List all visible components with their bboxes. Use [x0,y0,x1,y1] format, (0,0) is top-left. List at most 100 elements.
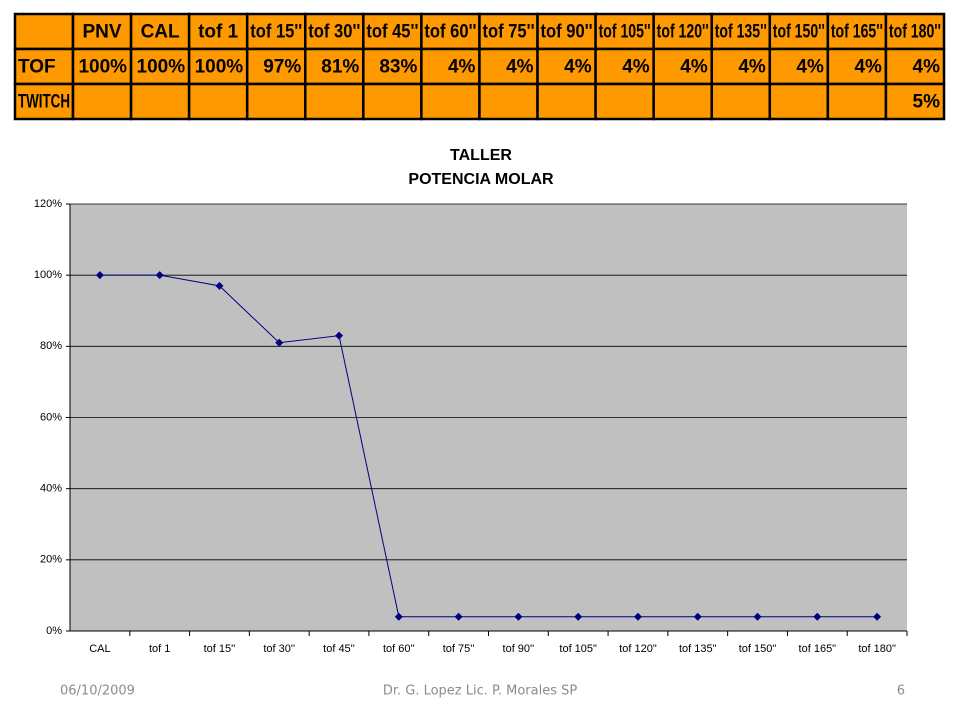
table-text: PNV [82,22,121,43]
table-text: 4% [854,57,882,78]
x-tick-label: tof 45'' [323,643,355,655]
point-marker [215,281,224,290]
data-table: PNV CAL tof 1 tof 15'' tof 30'' tof 45'' tof 6… [13,12,946,121]
table-text: 100% [195,57,244,78]
table-cell [245,47,307,86]
table-text: tof 1 [198,22,239,43]
table-text: tof 15'' [250,22,302,43]
table-text: tof 30'' [308,22,360,43]
table-text: tof 75'' [482,22,534,43]
table-text: 4% [913,57,941,78]
table-cell [478,82,539,121]
table-text: 97% [263,57,301,78]
table-cell [129,82,191,121]
table-text: 4% [796,57,824,78]
y-tick-label: 100% [34,269,62,281]
table-cell [652,82,713,121]
table-cell [187,47,249,86]
chart-title: TALLER [450,147,512,164]
table-text: 4% [622,57,650,78]
table-text: tof 135'' [715,22,767,43]
table-text: 100% [78,57,127,78]
footer-author: Dr. G. Lopez Lic. P. Morales SP [383,684,578,699]
table-cell [71,47,133,86]
table-text: tof 165'' [831,22,883,43]
table-cell [594,82,655,121]
table-cell [245,82,307,121]
table-text: 81% [321,57,359,78]
x-tick-label: tof 15'' [204,643,236,655]
x-tick-label: tof 180" [858,643,896,655]
table-cell [420,82,481,121]
table-text: 100% [137,57,186,78]
footer-date: 06/10/2009 [60,684,135,699]
table-cell [826,82,888,121]
x-tick-label: tof 75'' [443,643,475,655]
chart: 0% 20% 40% 60% 80% 100% 120% CAL tof 1 tof 15'' to… [34,198,908,655]
x-tick-label: tof 90'' [503,643,535,655]
table-cell [536,82,597,121]
table-text: 4% [564,57,592,78]
y-tick-label: 60% [40,411,62,423]
x-tick-label: tof 135" [679,643,717,655]
table-text: tof 150'' [773,22,825,43]
x-tick-label: CAL [89,643,110,655]
table-text: tof 45'' [366,22,418,43]
table-text: tof 90'' [541,22,593,43]
y-tick-label: 40% [40,483,62,495]
table-cell [884,47,946,86]
table-text: 4% [738,57,766,78]
x-tick-label: tof 165" [799,643,837,655]
x-tick-label: tof 1 [149,643,170,655]
x-tick-label: tof 60'' [383,643,415,655]
table-text: tof 180'' [889,22,941,43]
table-text: tof 105'' [599,22,651,43]
table-cell [652,47,713,86]
table-cell [187,82,249,121]
table-cell [420,47,481,86]
table-cell [594,12,655,51]
series-line [99,274,878,618]
table-text: tof 60'' [424,22,476,43]
table-cell [884,82,946,121]
y-tick-label: 80% [40,340,62,352]
table-cell [13,47,75,86]
y-tick-label: 0% [46,625,62,637]
y-tick-label: 20% [40,554,62,566]
table-text: CAL [141,22,180,43]
table-text: TOF [18,57,56,78]
x-tick-label: tof 105" [559,643,597,655]
point-marker [753,612,762,621]
table-text: tof 120'' [657,22,709,43]
point-marker [693,612,702,621]
table-cell [478,12,539,51]
point-marker [454,612,463,621]
y-tick-label: 120% [34,198,62,210]
table-text: TWITCH [18,92,70,113]
chart-subtitle: POTENCIA MOLAR [408,171,554,188]
table-cell [768,82,830,121]
x-tick-label: tof 150" [739,643,777,655]
table-cell [710,82,772,121]
table-text: 83% [379,57,417,78]
point-marker [813,612,822,621]
point-marker [394,612,403,621]
point-marker [574,612,583,621]
point-marker [95,271,104,280]
point-marker [155,271,164,280]
table-text: 4% [680,57,708,78]
point-marker [873,612,882,621]
table-cell [13,12,75,51]
table-cell [362,82,423,121]
table-text: 5% [913,92,941,113]
point-marker [335,331,344,340]
point-marker [275,338,284,347]
x-tick-label: tof 120" [619,643,657,655]
table-text: 4% [506,57,534,78]
table-cell [304,82,365,121]
point-marker [514,612,523,621]
table-cell [71,82,133,121]
point-marker [633,612,642,621]
